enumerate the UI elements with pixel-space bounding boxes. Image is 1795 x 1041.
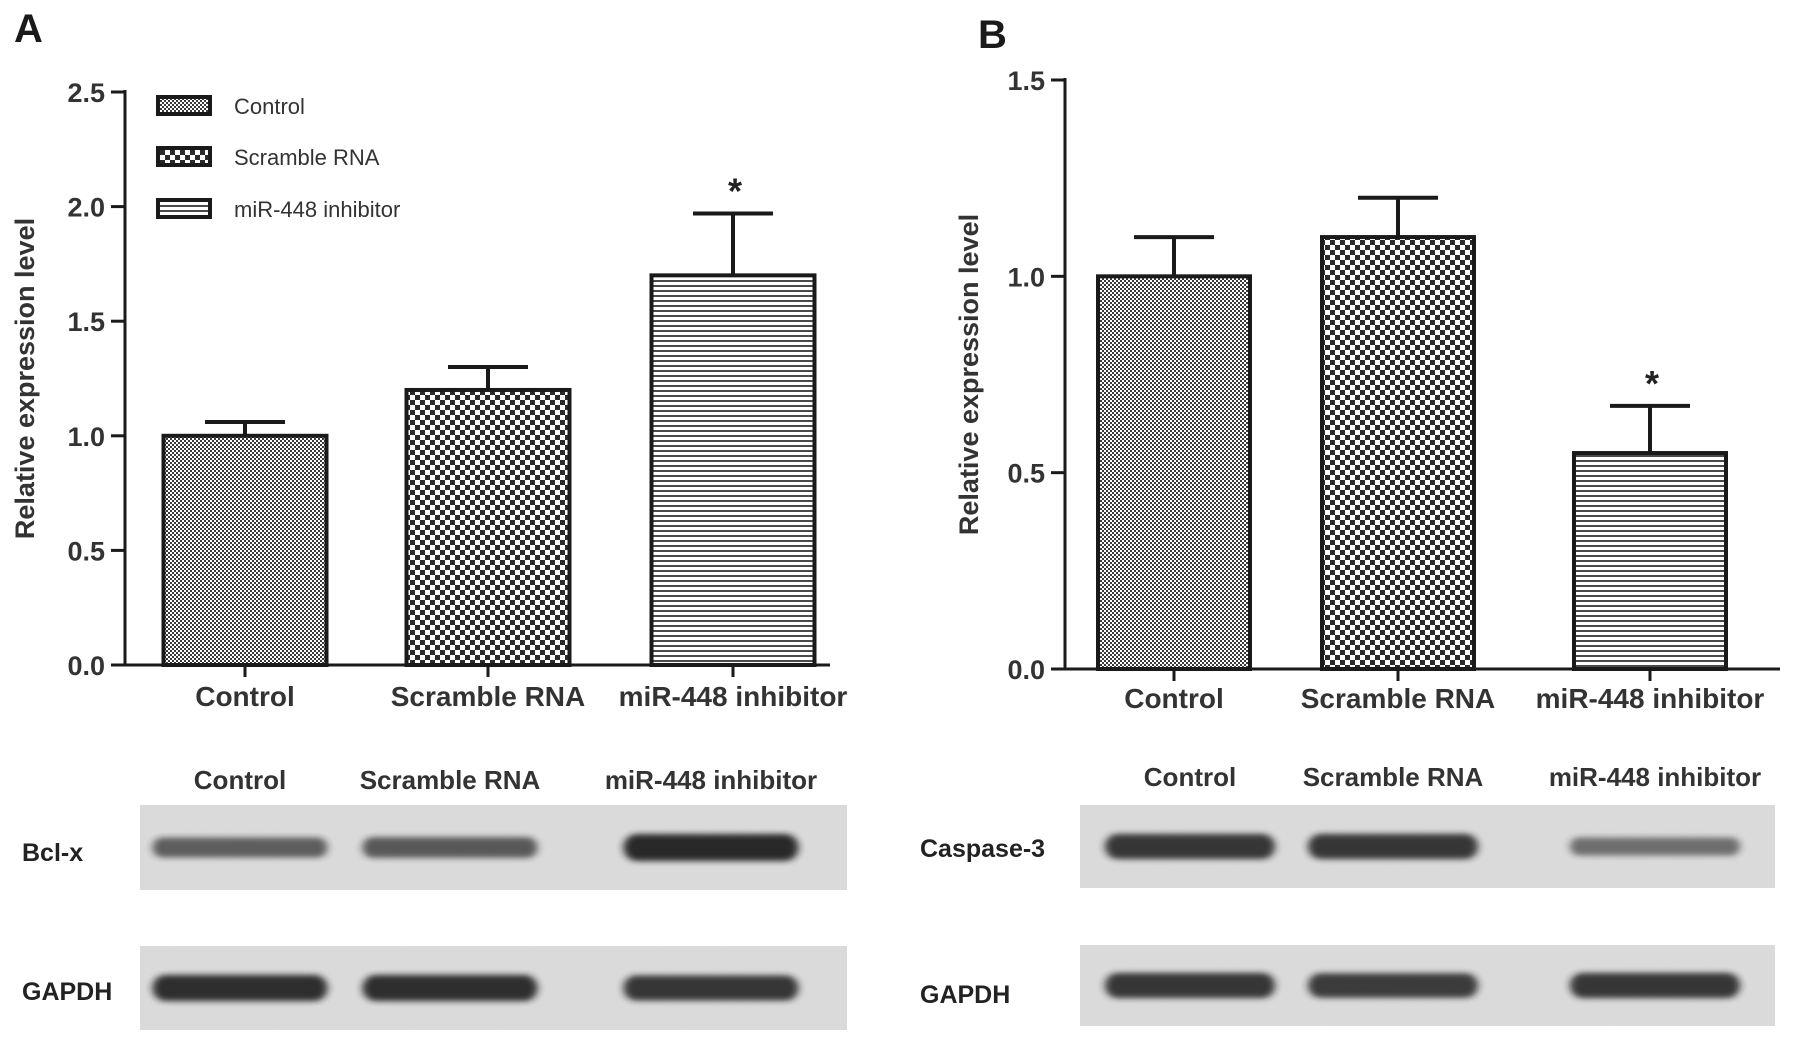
blot-protein-label: GAPDH [22,978,112,1006]
blot-band [152,837,328,858]
x-tick-label: Control [1124,683,1224,714]
blot-band [362,974,538,1002]
y-tick-label: 1.0 [67,422,105,452]
x-tick-label: miR-448 inhibitor [1536,683,1765,714]
y-axis-title: Relative expression level [954,214,984,535]
y-tick-label: 1.0 [1007,262,1045,292]
blot-band [1308,973,1478,998]
blot-protein-label: Caspase-3 [920,835,1045,863]
y-tick-label: 0.5 [1007,459,1045,489]
panel-a-letter: A [14,7,43,51]
x-tick-label: Scramble RNA [1301,683,1496,714]
y-tick-label: 2.0 [67,193,105,223]
x-tick-label: Scramble RNA [391,681,586,712]
blot-band [1308,833,1478,860]
x-tick-label: Control [195,681,295,712]
panel-a-legend: Control Scramble RNA miR-448 inhibitor [156,94,400,222]
legend-label: Control [234,94,305,119]
blot-band [1570,837,1740,856]
blot-band [1105,833,1275,860]
y-tick-label: 0.0 [67,651,105,681]
legend-swatch [156,198,212,219]
legend-label: miR-448 inhibitor [234,197,400,222]
panel-a-chart: 0.0 0.5 1.0 1.5 2.0 2.5 Relative expression le… [10,78,847,712]
panel-a-blot: Control Scramble RNA miR-448 inhibitor Bcl-… [22,765,847,1030]
blot-protein-label: GAPDH [920,981,1010,1009]
bar [1320,235,1476,671]
blot-band [623,975,799,1001]
blot-protein-label: Bcl-x [22,839,83,867]
y-tick-label: 2.5 [67,78,105,108]
blot-lane-label: miR-448 inhibitor [605,765,817,795]
bar [1096,274,1252,671]
panel-b: B 0.0 0.5 1.0 1.5 Relative expression level C… [920,13,1780,1026]
blot-band [1570,972,1740,999]
legend-swatch [156,146,212,167]
y-axis-title: Relative expression level [10,218,40,539]
y-tick-label: 0.5 [67,536,105,566]
blot-band [623,833,799,862]
significance-marker: * [728,170,742,211]
blot-band [362,837,538,858]
panel-b-letter: B [978,13,1007,57]
panel-b-blot: Control Scramble RNA miR-448 inhibitor Casp… [920,762,1775,1026]
bar [161,433,329,667]
y-tick-label: 1.5 [1007,66,1045,96]
x-tick-label: miR-448 inhibitor [619,681,848,712]
y-tick-label: 0.0 [1007,655,1045,685]
significance-marker: * [1645,363,1659,404]
blot-lane-label: Control [194,765,286,795]
blot-lane-label: Control [1144,762,1236,792]
legend-swatch [156,95,212,116]
bar [1572,451,1728,671]
bar [649,273,817,667]
panel-b-chart: 0.0 0.5 1.0 1.5 Relative expression level Con… [954,66,1780,714]
panel-a: A 0.0 0.5 1.0 1.5 2.0 2.5 Relative expression … [10,7,847,1030]
blot-lane-label: Scramble RNA [360,765,541,795]
blot-lane-label: Scramble RNA [1303,762,1484,792]
bar [404,387,572,667]
blot-band [1105,972,1275,999]
blot-lane-label: miR-448 inhibitor [1549,762,1761,792]
legend-label: Scramble RNA [234,145,380,170]
blot-band [152,974,328,1002]
y-tick-label: 1.5 [67,307,105,337]
